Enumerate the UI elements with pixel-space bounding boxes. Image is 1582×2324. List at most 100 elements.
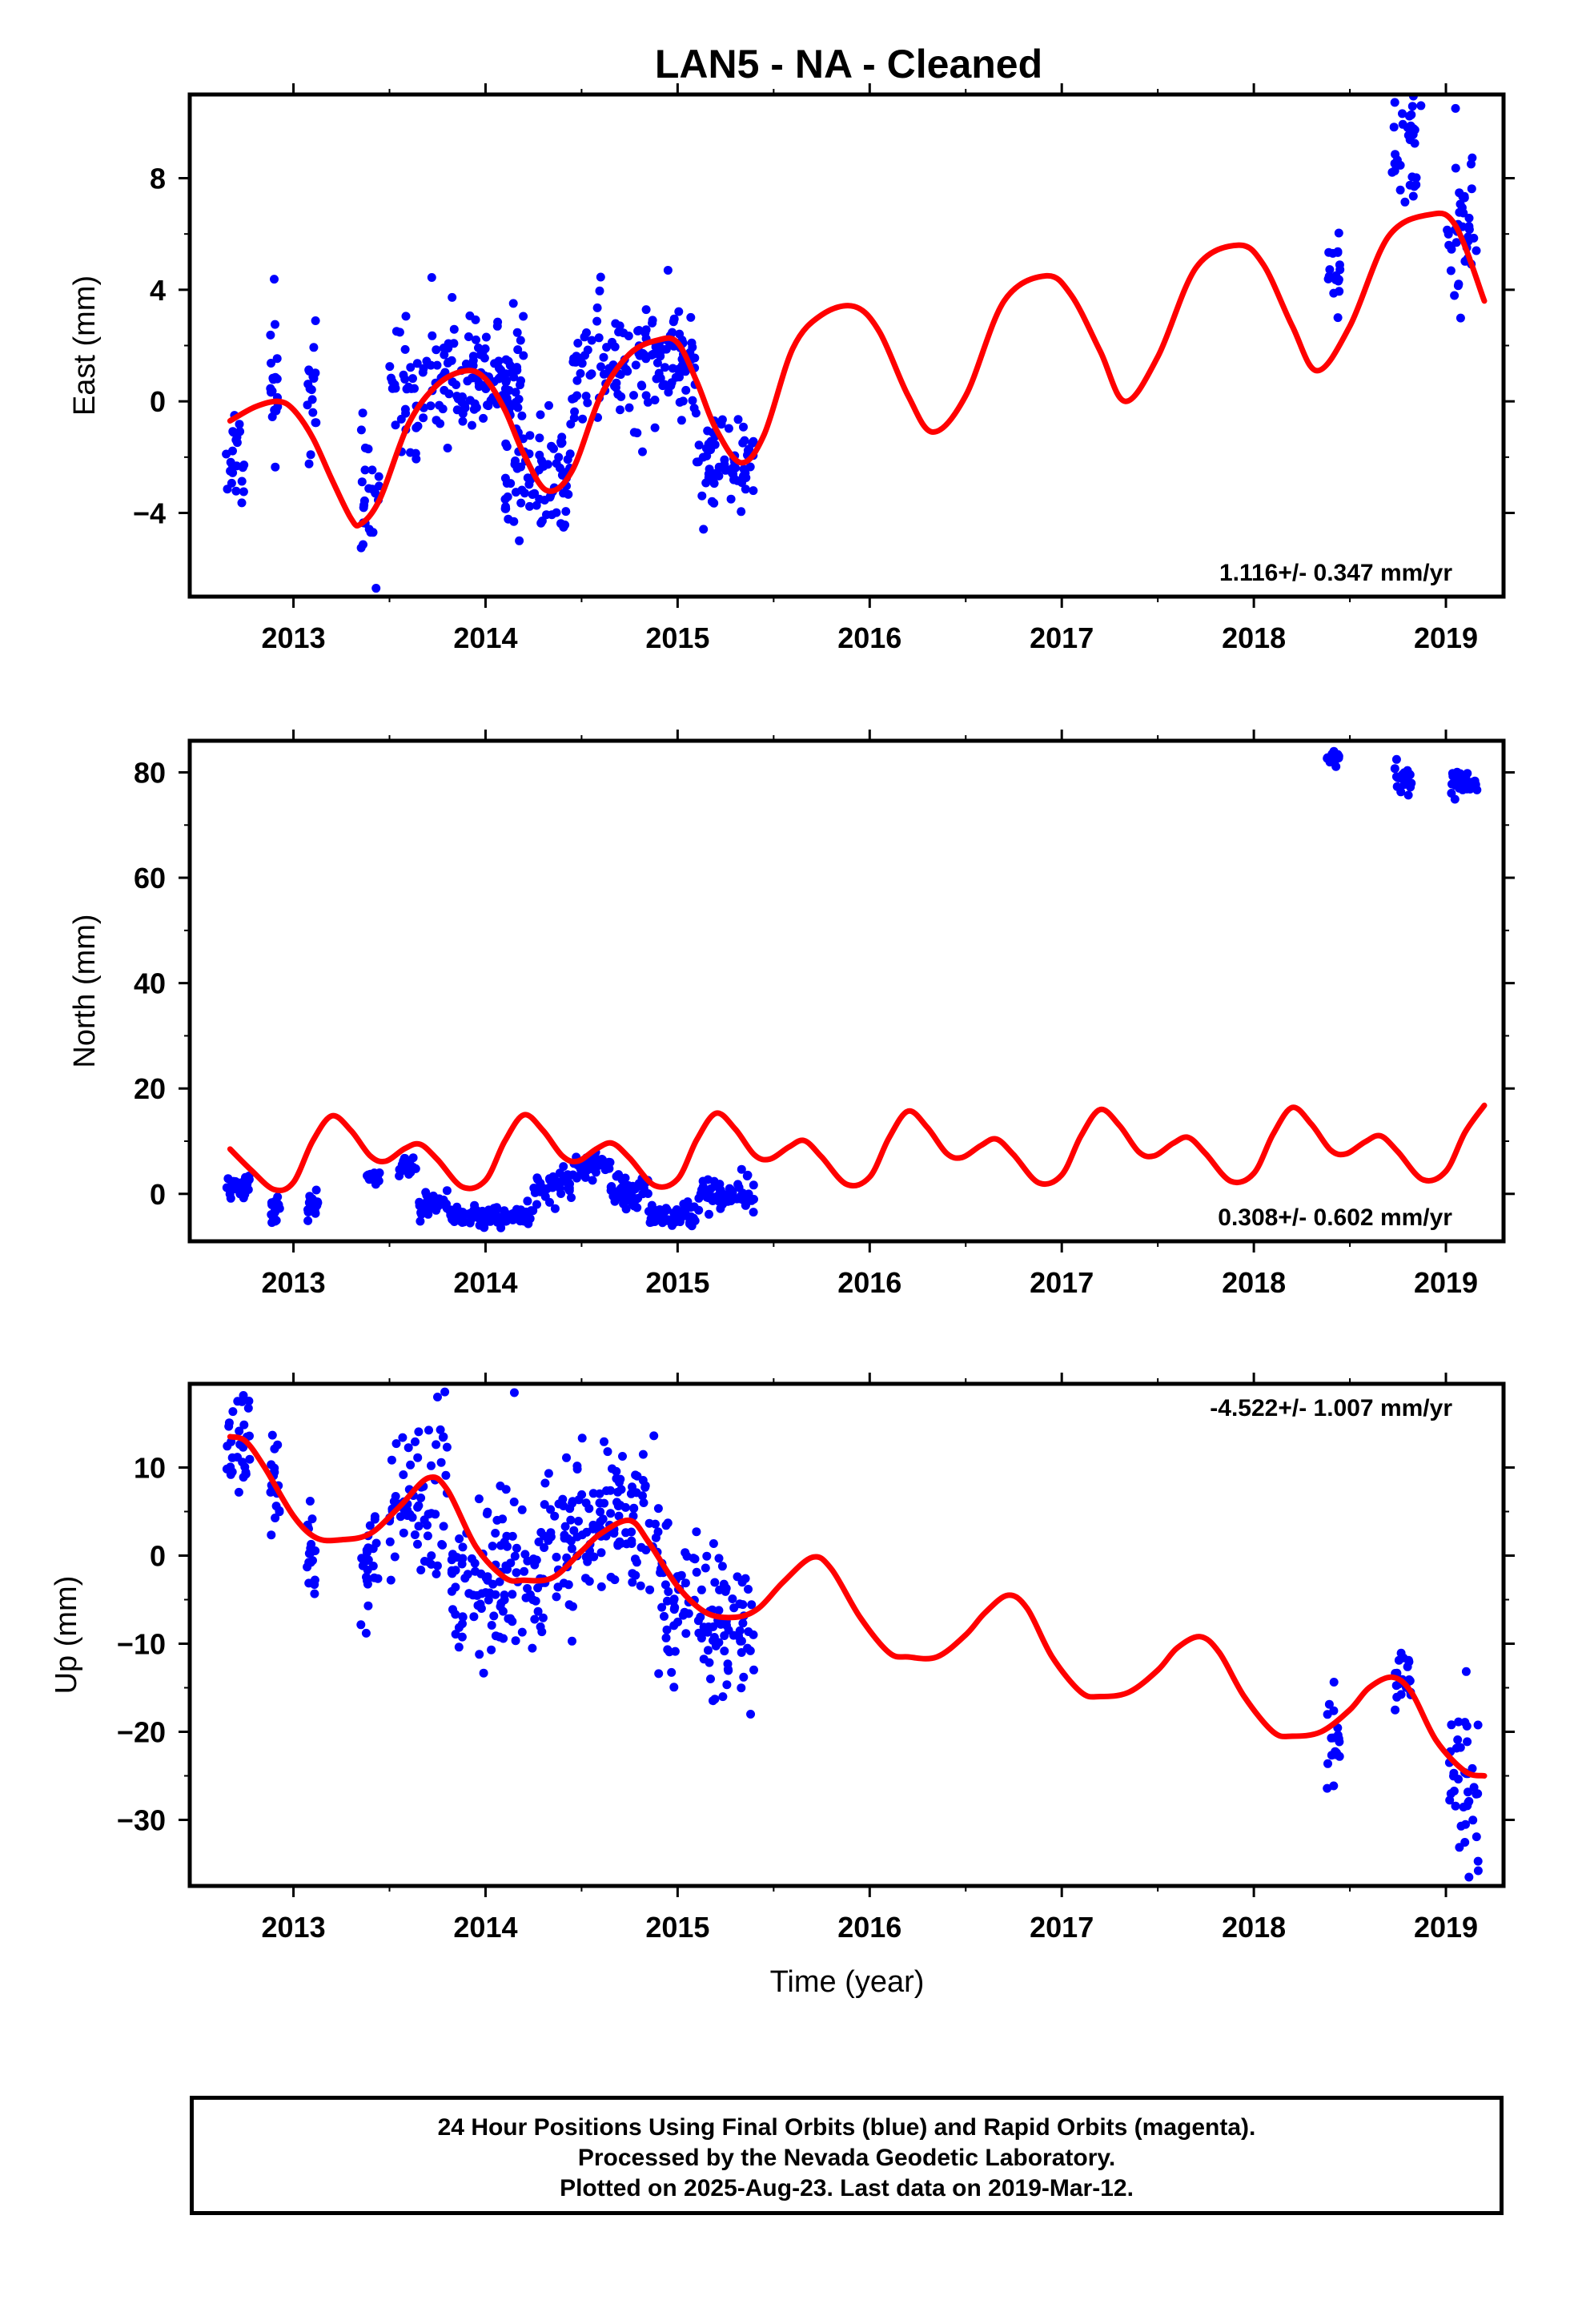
data-point — [308, 1556, 317, 1566]
data-point — [533, 1175, 543, 1184]
data-point — [463, 1570, 472, 1579]
data-point — [663, 1645, 673, 1655]
data-point — [495, 1577, 504, 1586]
data-point — [470, 1212, 480, 1221]
data-point — [595, 286, 604, 296]
data-point — [387, 1455, 396, 1465]
data-point — [716, 1204, 725, 1213]
data-point — [600, 1498, 609, 1508]
north-rate-label: 0.308+/- 0.602 mm/yr — [1218, 1204, 1452, 1231]
data-point — [1333, 1731, 1343, 1740]
data-point — [637, 381, 647, 391]
data-point — [1456, 1821, 1466, 1831]
data-point — [572, 376, 582, 385]
data-point — [367, 465, 377, 475]
data-point — [363, 1576, 371, 1586]
data-point — [404, 1443, 413, 1453]
data-point — [371, 1538, 381, 1548]
data-point — [749, 1180, 758, 1190]
data-point — [470, 1558, 480, 1568]
data-point — [556, 439, 566, 448]
data-point — [737, 1648, 746, 1657]
data-point — [455, 1534, 464, 1543]
data-point — [568, 357, 578, 367]
data-point — [1454, 1717, 1464, 1727]
north-panel: 2013 2014 2015 2016 2017 2018 2019 0 20 40 60 80 Nor… — [68, 730, 1515, 1299]
data-point — [520, 1550, 530, 1559]
data-point — [413, 421, 423, 431]
data-point — [660, 1207, 669, 1216]
data-point — [681, 385, 691, 395]
data-point — [502, 479, 512, 488]
data-point — [604, 364, 614, 373]
data-point — [577, 1433, 587, 1443]
data-point — [310, 1589, 319, 1598]
data-point — [428, 331, 437, 340]
data-point — [627, 1198, 636, 1208]
data-point — [447, 1566, 456, 1575]
data-point — [550, 1204, 560, 1213]
data-point — [681, 1629, 691, 1638]
data-point — [404, 1169, 414, 1179]
data-point — [705, 1209, 713, 1219]
data-point — [664, 1587, 673, 1596]
data-point — [502, 1531, 512, 1541]
data-point — [707, 497, 717, 506]
x-tick-label: 2017 — [1030, 1911, 1094, 1944]
data-point — [500, 384, 510, 394]
data-point — [681, 1548, 690, 1558]
data-point — [1456, 313, 1465, 323]
data-point — [705, 469, 714, 479]
data-point — [523, 473, 532, 483]
data-point — [235, 1440, 245, 1449]
data-point — [569, 413, 579, 423]
data-point — [1329, 1706, 1339, 1715]
data-point — [515, 536, 524, 545]
data-point — [517, 1627, 527, 1637]
data-point — [391, 420, 400, 430]
data-point — [618, 1452, 627, 1461]
data-point — [438, 1540, 448, 1550]
data-point — [472, 335, 480, 344]
data-point — [573, 339, 583, 348]
data-point — [745, 1646, 755, 1655]
data-point — [1464, 232, 1473, 242]
data-point — [1472, 246, 1481, 255]
data-point — [624, 332, 633, 340]
data-point — [722, 1680, 732, 1690]
data-point — [1404, 1675, 1414, 1684]
data-point — [420, 1200, 429, 1210]
y-tick-label: 10 — [134, 1452, 166, 1485]
data-point — [662, 1625, 672, 1634]
data-point — [511, 1636, 520, 1646]
data-point — [228, 446, 237, 456]
data-point — [1447, 1720, 1456, 1730]
data-point — [540, 1543, 549, 1552]
data-point — [484, 1595, 493, 1605]
data-point — [512, 328, 522, 337]
data-point — [385, 362, 395, 372]
data-point — [441, 1470, 451, 1480]
north-plot-frame — [187, 738, 1506, 1244]
data-point — [1392, 782, 1402, 791]
data-point — [1451, 1801, 1460, 1811]
data-point — [532, 1555, 541, 1565]
data-point — [399, 1528, 408, 1538]
data-point — [361, 1628, 371, 1638]
data-point — [267, 1210, 276, 1220]
data-point — [638, 447, 647, 456]
data-point — [374, 472, 383, 481]
x-tick-label: 2014 — [453, 1266, 517, 1299]
data-point — [237, 476, 247, 486]
data-point — [1390, 98, 1399, 107]
data-point — [570, 407, 580, 416]
data-point — [537, 1627, 547, 1637]
data-point — [534, 1537, 544, 1546]
data-point — [465, 396, 475, 405]
data-point — [535, 450, 544, 460]
east-plot-frame — [187, 92, 1506, 599]
data-point — [519, 351, 528, 360]
data-point — [1403, 1662, 1412, 1671]
data-point — [408, 1513, 417, 1522]
data-point — [550, 1511, 560, 1521]
